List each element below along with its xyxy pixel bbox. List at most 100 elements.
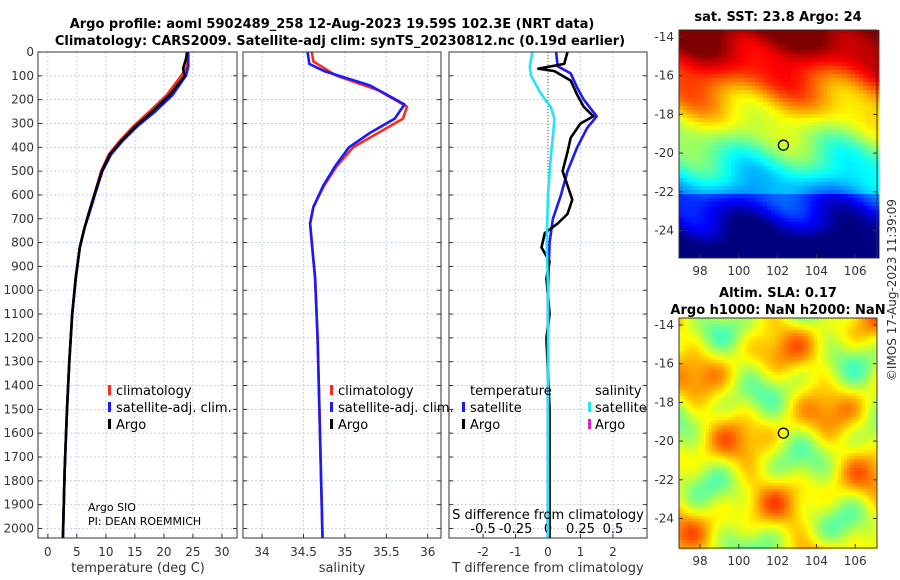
map-cell [795, 202, 800, 207]
map-cell [694, 345, 698, 349]
map-cell [736, 360, 740, 364]
map-cell [724, 525, 728, 529]
map-cell [855, 190, 860, 195]
map-cell [712, 540, 716, 544]
map-cell [721, 465, 725, 469]
map-cell [685, 354, 689, 358]
map-cell [739, 226, 744, 231]
map-cell [679, 537, 683, 541]
map-cell [697, 483, 701, 487]
map-cell [727, 453, 731, 457]
map-cell [699, 170, 704, 175]
map-cell [679, 411, 683, 415]
map-cell [739, 480, 743, 484]
map-cell [747, 162, 752, 167]
map-cell [712, 369, 716, 373]
map-cell [691, 531, 695, 535]
map-cell [863, 246, 868, 251]
map-cell [718, 498, 722, 502]
map-cell [688, 513, 692, 517]
map-cell [736, 342, 740, 346]
map-cell [835, 142, 840, 147]
map-cell [745, 471, 749, 475]
map-cell [779, 230, 784, 235]
map-cell [867, 54, 872, 59]
map-cell [715, 345, 719, 349]
map-cell [735, 114, 740, 119]
map-cell [815, 78, 820, 83]
figure-title-line2: Climatology: CARS2009. Satellite-adj cli… [55, 34, 625, 49]
map-cell [803, 230, 808, 235]
map-cell [851, 202, 856, 207]
map-cell [703, 50, 708, 55]
map-cell [685, 507, 689, 511]
map-cell [751, 134, 756, 139]
map-cell [779, 182, 784, 187]
map-cell [851, 222, 856, 227]
map-cell [699, 174, 704, 179]
map-cell [811, 70, 816, 75]
map-cell [679, 390, 683, 394]
map-cell [739, 381, 743, 385]
map-cell [691, 150, 696, 155]
map-cell [719, 74, 724, 79]
map-cell [691, 102, 696, 107]
map-cell [687, 42, 692, 47]
map-cell [685, 411, 689, 415]
map-cell [719, 58, 724, 63]
map-cell [691, 134, 696, 139]
map-cell [707, 174, 712, 179]
map-cell [767, 118, 772, 123]
map-cell [736, 321, 740, 325]
map-cell [767, 138, 772, 143]
map-cell [723, 142, 728, 147]
map-cell [691, 122, 696, 127]
map-cell [727, 516, 731, 520]
map-cell [803, 122, 808, 127]
map-cell [711, 66, 716, 71]
map-cell [715, 363, 719, 367]
map-cell [730, 543, 734, 547]
map-cell [679, 492, 683, 496]
map-cell [747, 98, 752, 103]
map-cell [719, 30, 724, 35]
map-cell [807, 174, 812, 179]
map-x-tick-label: 106 [844, 264, 867, 278]
map-cell [835, 234, 840, 239]
map-cell [721, 504, 725, 508]
map-cell [759, 122, 764, 127]
map-cell [775, 86, 780, 91]
map-cell [745, 411, 749, 415]
map-cell [715, 242, 720, 247]
map-cell [847, 114, 852, 119]
map-cell [811, 250, 816, 255]
map-cell [683, 222, 688, 227]
map-cell [831, 154, 836, 159]
map-cell [811, 246, 816, 251]
map-cell [679, 226, 684, 231]
map-cell [707, 30, 712, 35]
map-cell [735, 198, 740, 203]
map-cell [839, 202, 844, 207]
map-cell [694, 513, 698, 517]
map-cell [811, 206, 816, 211]
map-cell [706, 504, 710, 508]
map-cell [724, 435, 728, 439]
map-cell [682, 459, 686, 463]
map-cell [706, 336, 710, 340]
map-cell [759, 38, 764, 43]
map-cell [709, 396, 713, 400]
map-cell [736, 495, 740, 499]
map-cell [759, 238, 764, 243]
map-cell [691, 82, 696, 87]
map-cell [724, 510, 728, 514]
map-cell [759, 118, 764, 123]
map-cell [723, 186, 728, 191]
map-cell [688, 441, 692, 445]
map-cell [763, 74, 768, 79]
map-cell [851, 150, 856, 155]
map-cell [691, 182, 696, 187]
map-cell [688, 354, 692, 358]
map-cell [706, 468, 710, 472]
map-cell [799, 98, 804, 103]
